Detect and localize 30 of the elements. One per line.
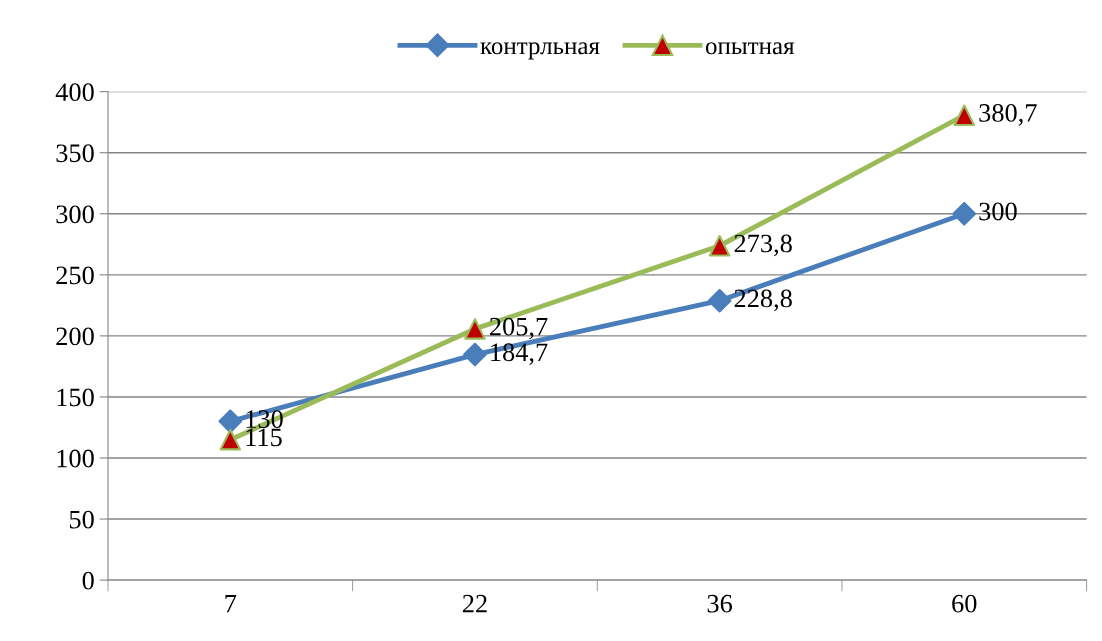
y-tick-label: 400 xyxy=(55,83,94,102)
y-tick-label: 250 xyxy=(56,266,94,285)
x-tick-label: 60 xyxy=(952,594,977,613)
data-label: 228,8 xyxy=(734,289,792,312)
y-tick-label: 150 xyxy=(57,388,94,407)
y-tick-label: 100 xyxy=(57,449,94,468)
point xyxy=(952,201,977,226)
point xyxy=(464,318,486,340)
y-tick-label: 300 xyxy=(56,205,94,224)
point xyxy=(219,428,242,451)
data-label: 380,7 xyxy=(979,104,1037,126)
data-label: 205,7 xyxy=(490,317,548,340)
point xyxy=(707,288,732,313)
x-tick-label: 7 xyxy=(225,595,237,613)
data-label: 273,8 xyxy=(734,234,792,257)
point xyxy=(953,104,976,126)
y-tick-label: 350 xyxy=(56,144,94,163)
legend-label: опытная xyxy=(705,42,795,55)
data-label: 300 xyxy=(979,202,1017,221)
point xyxy=(218,409,243,434)
legend-label: контрльная xyxy=(480,42,600,60)
y-tick-label: 0 xyxy=(82,571,94,590)
point xyxy=(708,235,731,257)
x-tick-label: 22 xyxy=(462,594,487,613)
y-tick-label: 200 xyxy=(56,327,94,346)
y-tick-label: 50 xyxy=(69,510,94,529)
point xyxy=(463,342,487,367)
x-tick-label: 36 xyxy=(707,594,733,613)
data-label: 115 xyxy=(246,428,282,447)
data-label: 184,7 xyxy=(491,343,548,365)
